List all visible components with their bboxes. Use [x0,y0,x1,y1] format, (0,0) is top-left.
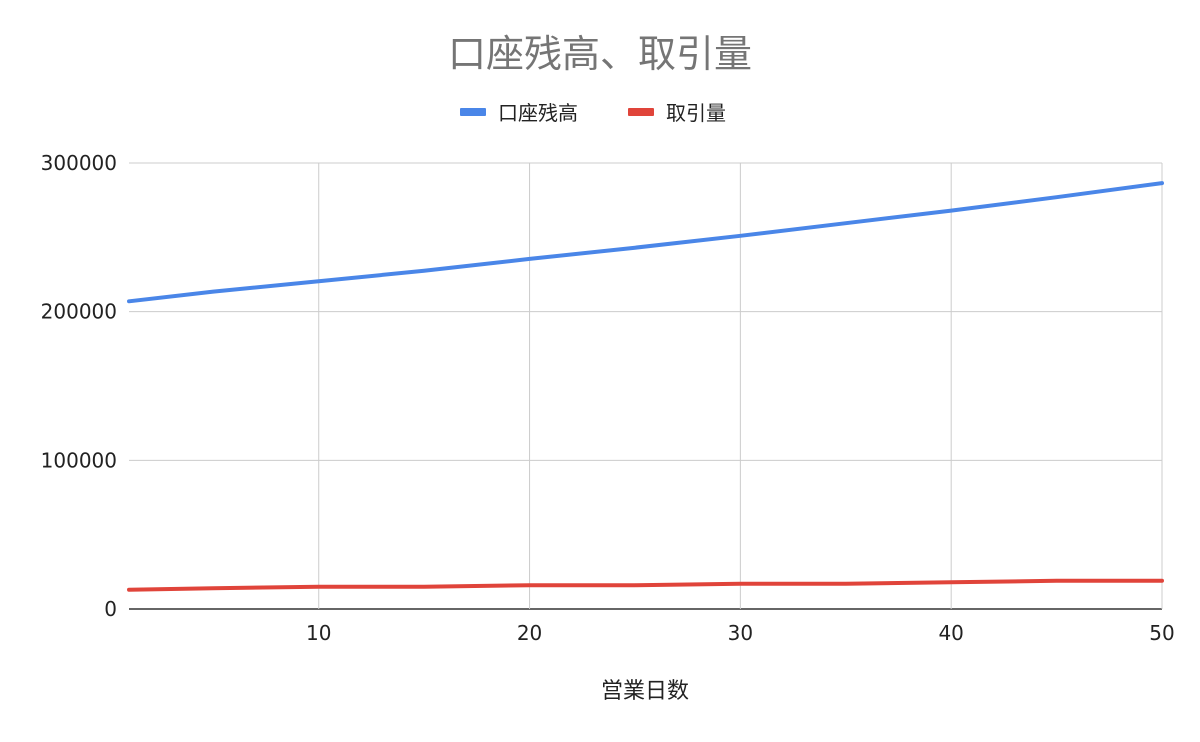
legend-label-balance: 口座残高 [498,101,578,125]
y-tick-label: 200000 [41,300,117,324]
legend: 口座残高 取引量 [460,101,726,125]
y-tick-label: 100000 [41,448,117,472]
legend-swatch-balance [460,108,486,116]
legend-label-volume: 取引量 [666,101,726,125]
chart-title: 口座残高、取引量 [448,32,752,76]
series-lines [127,181,1164,592]
grid [129,162,1163,610]
y-tick-label: 0 [104,597,117,621]
x-tick-label: 10 [306,621,331,645]
x-tick-label: 50 [1149,621,1174,645]
x-tick-label: 40 [938,621,963,645]
legend-swatch-volume [628,108,654,116]
tick-labels: 0 100000 200000 300000 10 20 30 40 50 [41,151,1175,645]
x-tick-label: 20 [517,621,542,645]
x-axis-label: 営業日数 [601,679,689,704]
series-line-volume [127,578,1164,592]
x-tick-label: 30 [728,621,753,645]
y-tick-label: 300000 [41,151,117,175]
series-line-balance [127,181,1164,304]
